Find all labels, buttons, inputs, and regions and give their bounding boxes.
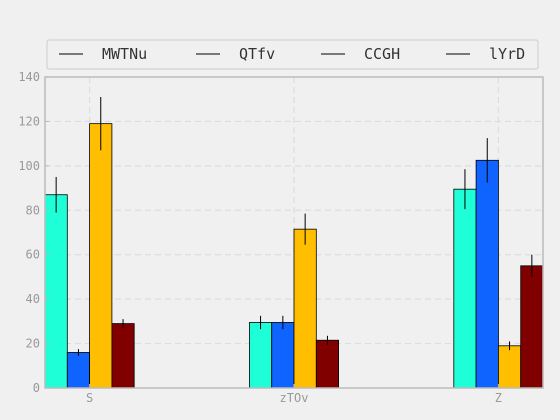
bar bbox=[89, 123, 113, 389]
bar bbox=[44, 194, 68, 389]
bar bbox=[66, 352, 91, 389]
bar bbox=[497, 345, 522, 389]
bars bbox=[44, 96, 544, 389]
legend-label: lYrD bbox=[489, 45, 525, 63]
y-tick-label: 120 bbox=[18, 114, 40, 128]
x-tick-label: Z bbox=[495, 391, 502, 405]
y-tick-label: 40 bbox=[26, 292, 40, 306]
bar bbox=[520, 265, 544, 389]
y-tick-label: 20 bbox=[26, 337, 40, 351]
legend-label: CCGH bbox=[364, 45, 400, 63]
y-tick-label: 140 bbox=[18, 70, 40, 84]
legend-label: MWTNu bbox=[102, 45, 147, 63]
bar bbox=[453, 188, 477, 389]
bar bbox=[315, 339, 339, 389]
x-tick-label: zTOv bbox=[280, 391, 309, 405]
y-tick-label: 0 bbox=[33, 381, 40, 395]
bar bbox=[111, 323, 135, 389]
x-tick-label: S bbox=[86, 391, 93, 405]
legend-label: QTfv bbox=[239, 45, 275, 63]
bar bbox=[248, 322, 273, 389]
bar bbox=[293, 228, 317, 389]
bar bbox=[475, 159, 499, 389]
y-tick-label: 100 bbox=[18, 159, 40, 173]
legend-box bbox=[46, 39, 539, 70]
axes: 0 20 40 60 80 100 120 140 S zTOv Z bbox=[18, 70, 544, 405]
bar bbox=[271, 322, 295, 389]
y-tick-label: 80 bbox=[26, 203, 40, 217]
y-tick-label: 60 bbox=[26, 248, 40, 262]
legend: MWTNu QTfv CCGH lYrD bbox=[46, 39, 539, 70]
